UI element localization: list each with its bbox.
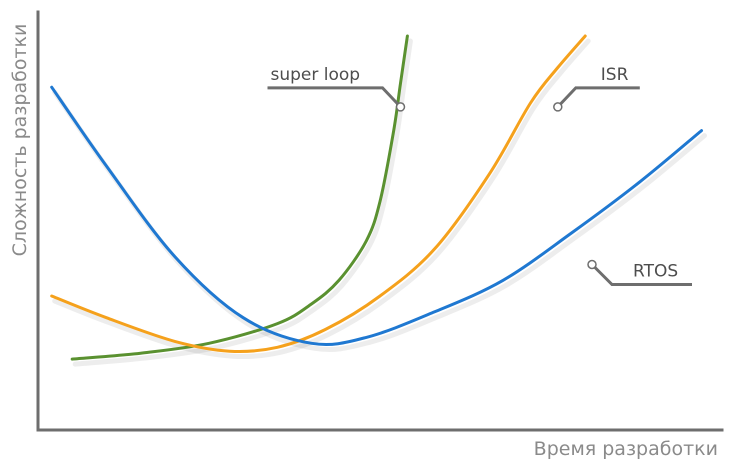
callout-label-super-loop: super loop xyxy=(271,65,361,85)
x-axis-title: Время разработки xyxy=(534,438,718,460)
series-shadow-super-loop xyxy=(72,38,413,367)
series-line-super-loop xyxy=(70,34,409,361)
y-axis-title: Сложность разработки xyxy=(9,24,31,257)
series-shadow-isr xyxy=(52,38,591,360)
series-line-isr xyxy=(50,34,587,354)
series-line-rtos xyxy=(50,85,703,347)
callout-super-loop: super loop xyxy=(267,65,406,112)
callout-leader-isr xyxy=(556,86,640,108)
callout-leader-super-loop xyxy=(267,86,402,108)
series-lines xyxy=(50,34,703,361)
callout-rtos: RTOS xyxy=(587,259,692,286)
callout-marker-rtos xyxy=(587,259,597,270)
callout-marker-isr xyxy=(553,102,563,112)
callout-label-rtos: RTOS xyxy=(633,262,678,282)
callout-leader-rtos xyxy=(590,263,692,286)
callout-marker-super-loop xyxy=(395,102,406,112)
callout-isr: ISR xyxy=(553,65,640,112)
callouts: super loop ISR RTOS xyxy=(267,65,692,286)
callout-label-isr: ISR xyxy=(601,65,629,85)
